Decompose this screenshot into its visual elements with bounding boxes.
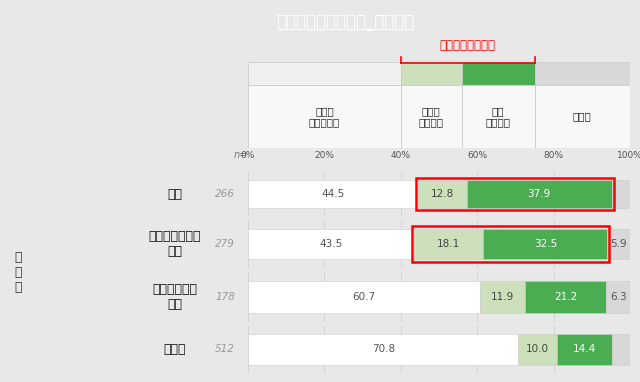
Text: テレワーク実施状況_居住地別: テレワーク実施状況_居住地別	[276, 13, 414, 31]
Text: 44.5: 44.5	[321, 189, 344, 199]
Bar	[401, 62, 462, 85]
Bar	[248, 229, 414, 259]
Text: 21.2: 21.2	[554, 292, 577, 302]
Text: n=: n=	[234, 150, 248, 160]
Bar	[607, 229, 630, 259]
Text: 6.3: 6.3	[610, 292, 627, 302]
Text: 60.7: 60.7	[353, 292, 376, 302]
Text: 43.5: 43.5	[319, 239, 342, 249]
Bar	[401, 85, 462, 148]
Bar	[414, 229, 483, 259]
Text: 178: 178	[215, 292, 235, 302]
Text: 一度も
していない: 一度も していない	[308, 106, 340, 127]
Text: テレワークを経験: テレワークを経験	[440, 39, 495, 52]
Bar	[418, 180, 467, 208]
Bar	[480, 281, 525, 313]
Text: 70.8: 70.8	[372, 345, 395, 354]
Bar	[248, 85, 401, 148]
Text: 32.5: 32.5	[534, 239, 557, 249]
Text: 5.9: 5.9	[611, 239, 627, 249]
Bar	[525, 281, 606, 313]
Text: 居
住
地: 居 住 地	[14, 251, 22, 294]
Bar	[248, 62, 401, 85]
Text: 279: 279	[215, 239, 235, 249]
Bar	[412, 226, 609, 262]
Bar	[462, 85, 534, 148]
Text: 11.9: 11.9	[491, 292, 514, 302]
Text: 10.0: 10.0	[526, 345, 549, 354]
Text: 512: 512	[215, 345, 235, 354]
Bar	[534, 62, 630, 85]
Text: 12.8: 12.8	[431, 189, 454, 199]
Bar	[606, 281, 630, 313]
Bar	[612, 180, 630, 208]
Bar	[248, 180, 418, 208]
Text: 266: 266	[215, 189, 235, 199]
Text: その他: その他	[164, 343, 186, 356]
Text: 14.4: 14.4	[573, 345, 596, 354]
Bar	[483, 229, 607, 259]
Bar	[462, 62, 534, 85]
Bar	[557, 335, 612, 364]
Text: 今も
している: 今も している	[486, 106, 511, 127]
Bar	[248, 335, 518, 364]
Text: 40%: 40%	[391, 151, 411, 160]
Text: 一時期
していた: 一時期 していた	[419, 106, 444, 127]
Bar	[248, 281, 480, 313]
Text: 大阪・京都・
兵庫: 大阪・京都・ 兵庫	[152, 283, 198, 311]
Text: 37.9: 37.9	[527, 189, 551, 199]
Text: 18.1: 18.1	[437, 239, 460, 249]
Text: 100%: 100%	[617, 151, 640, 160]
Bar	[612, 335, 630, 364]
Text: 0%: 0%	[241, 151, 255, 160]
Bar	[416, 178, 614, 210]
Text: 20%: 20%	[314, 151, 334, 160]
Text: その他: その他	[573, 112, 591, 121]
Text: 神奈川・千葉・
埼玉: 神奈川・千葉・ 埼玉	[148, 230, 201, 258]
Bar	[467, 180, 612, 208]
Bar	[518, 335, 557, 364]
Text: 80%: 80%	[543, 151, 564, 160]
Text: 東京: 東京	[168, 188, 182, 201]
Text: 60%: 60%	[467, 151, 487, 160]
Bar	[534, 85, 630, 148]
